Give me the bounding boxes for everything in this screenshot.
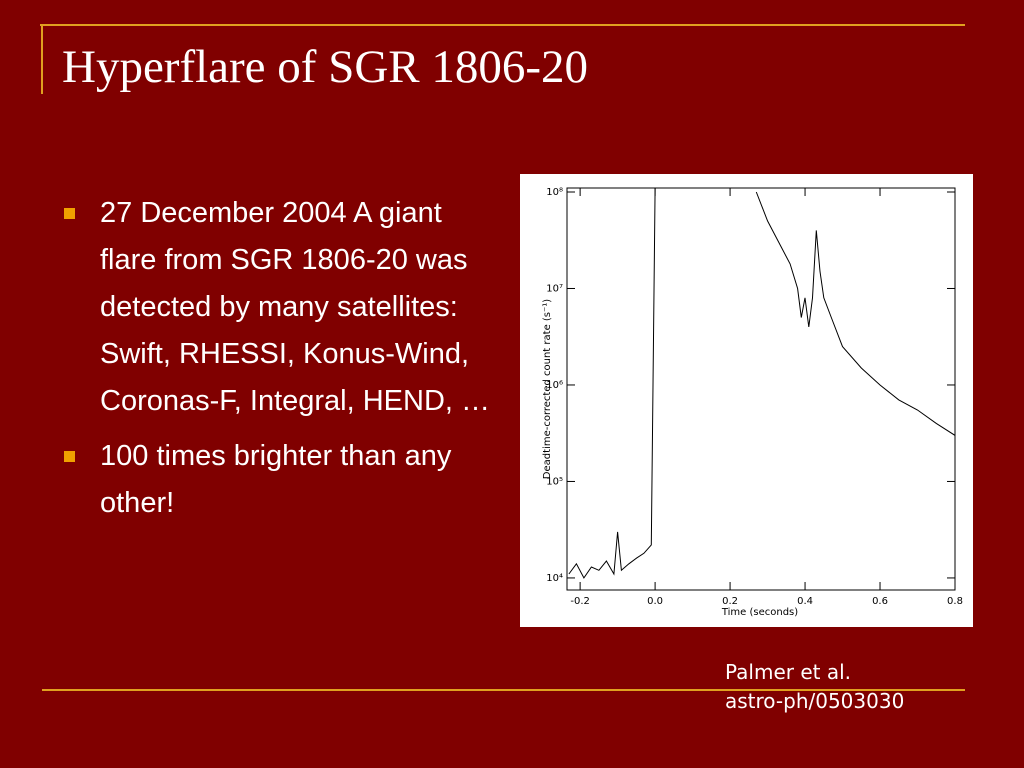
x-tick-label: 0.2 [722, 596, 738, 607]
x-tick-label: -0.2 [570, 596, 590, 607]
credit-line: astro-ph/0503030 [725, 689, 905, 713]
slide-title: Hyperflare of SGR 1806-20 [62, 41, 589, 93]
credit: Palmer et al. astro-ph/0503030 [725, 658, 904, 716]
y-tick-label: 10⁸ [546, 187, 563, 198]
x-tick-label: 0.4 [797, 596, 813, 607]
y-axis-label: Deadtime-corrected count rate (s⁻¹) [542, 299, 553, 480]
bottom-rule [42, 689, 965, 691]
chart: Time (seconds) Deadtime-corrected count … [520, 174, 973, 627]
data-line [568, 188, 955, 579]
y-tick-label: 10⁷ [546, 283, 563, 294]
x-axis-label: Time (seconds) [721, 607, 798, 618]
y-tick-label: 10⁴ [546, 573, 563, 584]
top-rule [40, 24, 965, 26]
chart-background [520, 174, 973, 627]
y-tick-label: 10⁶ [546, 380, 563, 391]
x-tick-label: 0.0 [647, 596, 663, 607]
bullet: 27 December 2004 A giant flare from SGR … [60, 190, 490, 425]
bullet-list: 27 December 2004 A giant flare from SGR … [60, 190, 490, 535]
x-tick-label: 0.6 [872, 596, 888, 607]
x-tick-label: 0.8 [947, 596, 963, 607]
left-rule [41, 24, 43, 94]
credit-line: Palmer et al. [725, 660, 852, 684]
bullet: 100 times brighter than any other! [60, 433, 490, 527]
plot-frame [566, 187, 956, 591]
y-tick-label: 10⁵ [546, 476, 563, 487]
